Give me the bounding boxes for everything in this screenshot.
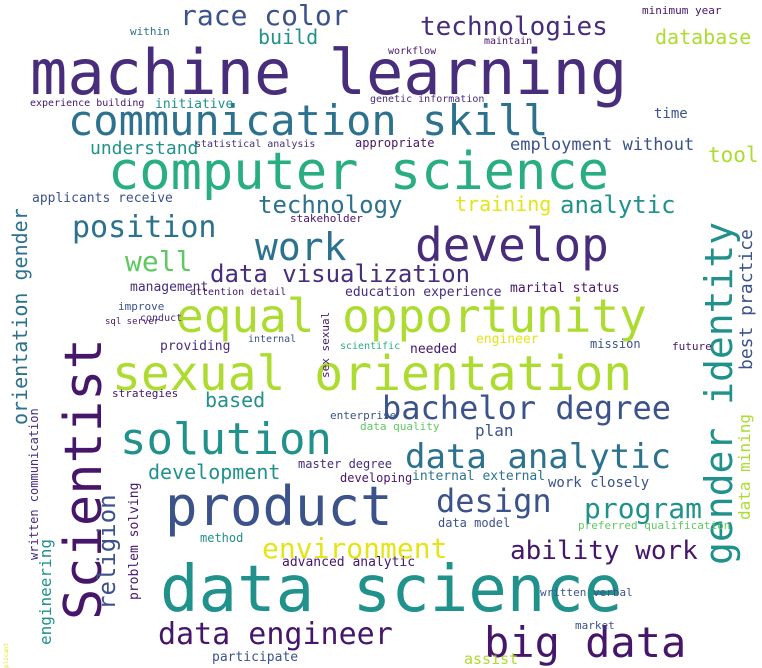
word-maintain: maintain	[484, 36, 533, 47]
word-plicant: plicant	[3, 642, 10, 668]
word-preferred-qualification: preferred qualification	[578, 519, 731, 532]
word-stakeholder: stakeholder	[290, 212, 363, 225]
word-appropriate: appropriate	[355, 136, 435, 150]
word-method: method	[200, 531, 244, 545]
word-data-mining: data mining	[735, 414, 754, 520]
word-scientific: scientific	[340, 341, 401, 352]
word-education-experience: education experience	[345, 285, 502, 300]
word-engineer: engineer	[476, 332, 539, 347]
word-sql-server: sql server	[105, 317, 160, 327]
word-engineering: engineering	[36, 539, 55, 645]
word-database: database	[655, 25, 752, 49]
word-data-quality: data quality	[360, 420, 440, 433]
word-conduct: conduct	[140, 313, 183, 324]
word-communication-skill: communication skill	[68, 96, 549, 145]
word-market: market	[575, 619, 615, 632]
word-attention-detail: attention detail	[190, 287, 287, 298]
word-technologies: technologies	[420, 12, 608, 42]
word-assist: assist	[464, 650, 519, 668]
word-well: well	[125, 245, 193, 278]
word-understand: understand	[90, 138, 199, 159]
word-data-engineer: data engineer	[158, 617, 393, 652]
word-internal: internal	[248, 334, 297, 345]
word-sexual-orientation: sexual orientation	[112, 346, 633, 402]
word-advanced-analytic: advanced analytic	[282, 555, 416, 570]
word-product: product	[165, 475, 393, 538]
word-data-visualization: data visualization	[210, 260, 471, 288]
word-participate: participate	[212, 650, 299, 665]
word-marital-status: marital status	[510, 281, 620, 296]
word-race-color: race color	[180, 0, 349, 32]
word-improve: improve	[118, 300, 165, 313]
word-management: management	[130, 280, 209, 295]
word-experience-building: experience building	[30, 98, 145, 109]
word-gender-identity: gender identity	[697, 221, 741, 565]
word-data-science: data science	[160, 553, 623, 627]
word-needed: needed	[410, 342, 457, 357]
word-initiative: initiative	[155, 97, 234, 112]
word-ability-work: ability work	[510, 536, 698, 566]
word-orientation-gender: orientation gender	[8, 208, 32, 425]
word-machine-learning: machine learning	[30, 36, 628, 109]
word-build: build	[258, 25, 319, 49]
word-providing: providing	[160, 339, 231, 354]
word-genetic-information: genetic information	[370, 94, 485, 105]
word-data-analytic: data analytic	[405, 437, 672, 477]
word-workflow: workflow	[388, 46, 437, 57]
word-strategies: strategies	[112, 387, 179, 400]
word-best-practice: best practice	[736, 229, 757, 370]
word-internal-external: internal external	[412, 469, 546, 484]
word-data-model: data model	[438, 516, 511, 530]
word-written-communication: written communication	[27, 408, 41, 560]
word-tool: tool	[708, 143, 759, 167]
word-analytic: analytic	[560, 191, 676, 219]
word-master-degree: master degree	[298, 457, 392, 471]
word-future: future	[672, 340, 712, 353]
word-equal-opportunity: equal opportunity	[176, 289, 647, 343]
word-bachelor-degree: bachelor degree	[382, 389, 671, 427]
word-design: design	[436, 482, 552, 520]
word-technology: technology	[258, 191, 403, 219]
word-minimum-year: minimum year	[642, 4, 722, 17]
word-environment: environment	[262, 532, 448, 565]
word-religion: religion	[93, 494, 121, 610]
word-within: within	[130, 25, 170, 38]
word-develop: develop	[415, 218, 609, 272]
word-development: development	[148, 460, 281, 484]
word-enterprise: enterprise	[330, 409, 397, 422]
word-time: time	[654, 106, 688, 122]
word-problem-solving: problem solving	[127, 482, 142, 600]
word-based: based	[205, 388, 266, 412]
word-plan: plan	[475, 421, 514, 440]
word-solution: solution	[120, 414, 332, 465]
word-mission: mission	[590, 337, 641, 351]
word-work: work	[255, 225, 347, 269]
word-applicants-receive: applicants receive	[32, 191, 173, 206]
word-developing: developing	[340, 471, 413, 485]
word-work-closely: work closely	[548, 475, 650, 491]
word-written-verbal: written verbal	[540, 586, 633, 599]
word-position: position	[72, 210, 217, 245]
word-computer-science: computer science	[108, 142, 609, 202]
word-program: program	[584, 492, 703, 525]
word-statistical-analysis: statistical analysis	[195, 139, 316, 150]
word-training: training	[455, 192, 552, 216]
word-employment-without: employment without	[510, 135, 695, 155]
word-big-data: big data	[484, 618, 687, 667]
word-sex-sexual: sex sexual	[319, 311, 332, 378]
